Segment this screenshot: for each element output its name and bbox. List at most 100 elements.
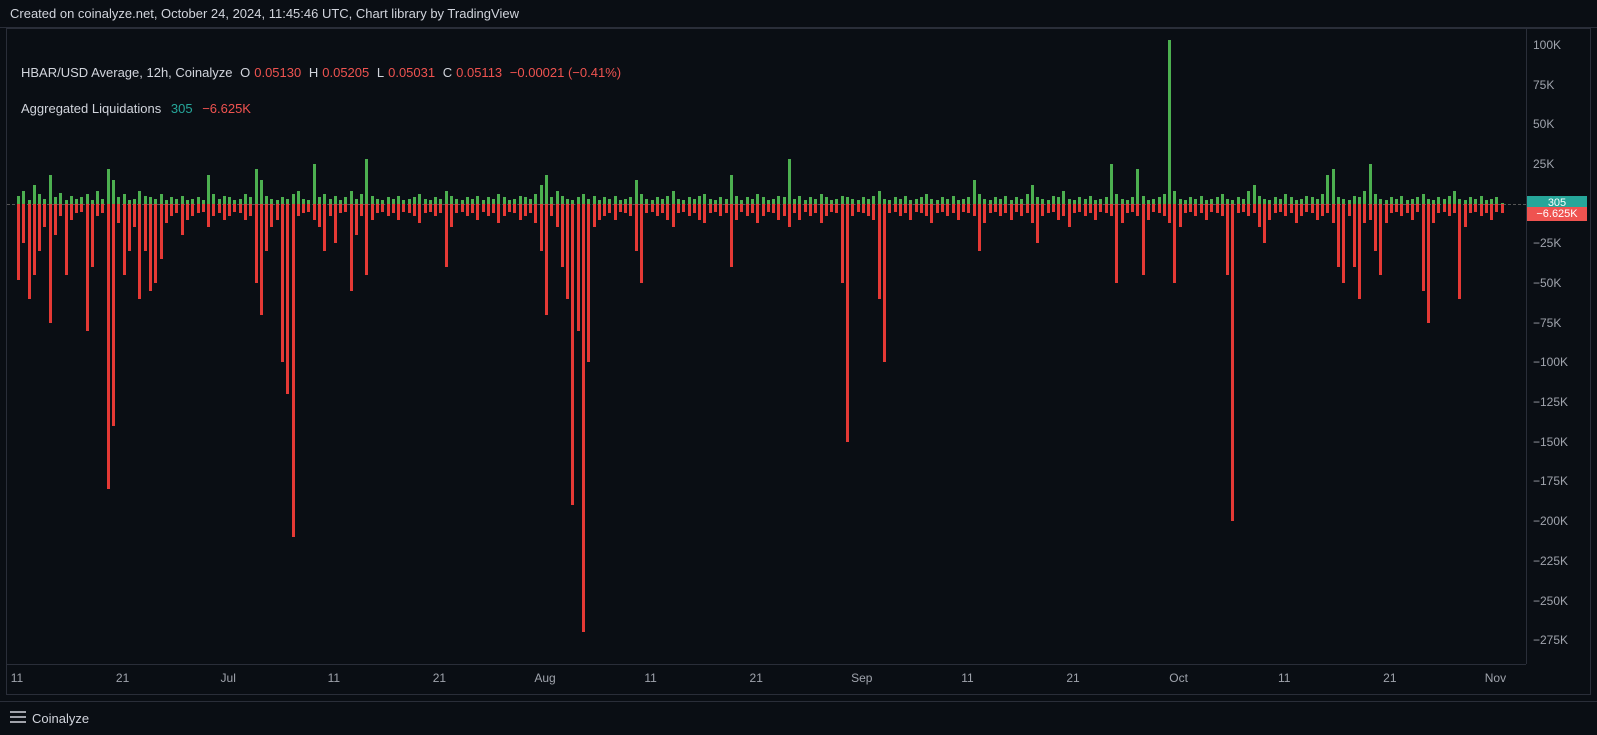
y-tick-label: −225K <box>1533 554 1568 568</box>
x-tick-label: Aug <box>534 671 555 685</box>
bar-negative <box>22 204 25 244</box>
ohlc-l-label: L <box>377 65 384 80</box>
bar-negative <box>756 204 759 223</box>
bar-negative <box>777 204 780 220</box>
bar-negative <box>138 204 141 299</box>
bar-negative <box>360 204 363 217</box>
bar-negative <box>429 204 432 212</box>
bar-negative <box>1279 204 1282 212</box>
y-axis[interactable]: 100K75K50K25K−25K−50K−75K−100K−125K−150K… <box>1526 29 1590 664</box>
bar-positive <box>666 196 669 204</box>
bar-negative <box>1263 204 1266 244</box>
bar-negative <box>487 204 490 217</box>
bar-negative <box>65 204 68 275</box>
bar-positive <box>107 169 110 204</box>
bar-negative <box>688 204 691 217</box>
bar-negative <box>645 204 648 214</box>
bar-negative <box>1115 204 1118 283</box>
bar-positive <box>418 194 421 204</box>
x-axis[interactable]: 1121Jul1121Aug1121Sep1121Oct1121Nov <box>7 664 1526 694</box>
bar-negative <box>561 204 564 268</box>
bar-negative <box>550 204 553 217</box>
bar-negative <box>445 204 448 268</box>
bar-negative <box>1052 204 1055 212</box>
bar-negative <box>186 204 189 220</box>
bar-positive <box>1062 191 1065 204</box>
bar-negative <box>439 204 442 214</box>
bar-negative <box>1295 204 1298 223</box>
bar-negative <box>762 204 765 217</box>
bar-negative <box>1242 204 1245 212</box>
bar-negative <box>387 204 390 217</box>
bar-negative <box>783 204 786 217</box>
bar-positive <box>365 159 368 203</box>
bar-positive <box>138 191 141 204</box>
chart-container[interactable]: HBAR/USD Average, 12h, Coinalyze O0.0513… <box>6 28 1591 695</box>
plot-region[interactable] <box>7 29 1526 664</box>
bar-positive <box>1163 194 1166 204</box>
bar-negative <box>397 204 400 220</box>
bar-negative <box>1305 204 1308 212</box>
y-tick-label: −100K <box>1533 355 1568 369</box>
bar-negative <box>233 204 236 212</box>
bar-negative <box>117 204 120 223</box>
bar-positive <box>1480 196 1483 204</box>
bar-negative <box>524 204 527 217</box>
bar-negative <box>175 204 178 214</box>
bar-negative <box>999 204 1002 217</box>
bar-positive <box>561 196 564 204</box>
x-tick-label: Oct <box>1169 671 1188 685</box>
bar-negative <box>1379 204 1382 275</box>
bar-negative <box>1448 204 1451 217</box>
ohlc-l-value: 0.05031 <box>388 65 435 80</box>
bar-negative <box>281 204 284 363</box>
bar-negative <box>1010 204 1013 220</box>
bar-negative <box>1210 204 1213 212</box>
bar-positive <box>1200 196 1203 204</box>
bar-negative <box>1501 204 1504 214</box>
bar-positive <box>973 180 976 204</box>
bar-positive <box>38 194 41 204</box>
bar-positive <box>1453 191 1456 204</box>
bar-negative <box>566 204 569 299</box>
bar-positive <box>640 194 643 204</box>
bar-positive <box>756 194 759 204</box>
x-tick-label: 11 <box>961 671 973 685</box>
bar-negative <box>936 204 939 214</box>
bar-negative <box>1374 204 1377 252</box>
menu-icon[interactable] <box>10 711 32 726</box>
bar-negative <box>793 204 796 214</box>
bar-positive <box>1253 185 1256 204</box>
bar-negative <box>17 204 20 280</box>
bar-positive <box>59 193 62 204</box>
indicator-header: Aggregated Liquidations 305 −6.625K <box>21 101 257 116</box>
bar-negative <box>1385 204 1388 223</box>
bar-negative <box>107 204 110 490</box>
bar-positive <box>350 191 353 204</box>
bar-negative <box>260 204 263 315</box>
bar-negative <box>1078 204 1081 212</box>
bar-positive <box>144 196 147 204</box>
bar-positive <box>123 194 126 204</box>
bar-negative <box>371 204 374 220</box>
bar-negative <box>1031 204 1034 223</box>
bar-negative <box>455 204 458 214</box>
bar-negative <box>540 204 543 252</box>
bar-negative <box>1168 204 1171 223</box>
bar-negative <box>967 204 970 214</box>
bar-negative <box>43 204 46 228</box>
bar-negative <box>714 204 717 212</box>
bar-negative <box>302 204 305 214</box>
bar-negative <box>1126 204 1129 214</box>
bar-positive <box>878 191 881 204</box>
bar-negative <box>693 204 696 214</box>
bar-negative <box>49 204 52 323</box>
bar-positive <box>1305 196 1308 204</box>
bar-negative <box>883 204 886 363</box>
bar-positive <box>17 196 20 204</box>
x-tick-label: Jul <box>221 671 236 685</box>
bar-negative <box>466 204 469 217</box>
bar-negative <box>1062 204 1065 217</box>
bar-negative <box>682 204 685 212</box>
bar-negative <box>846 204 849 442</box>
